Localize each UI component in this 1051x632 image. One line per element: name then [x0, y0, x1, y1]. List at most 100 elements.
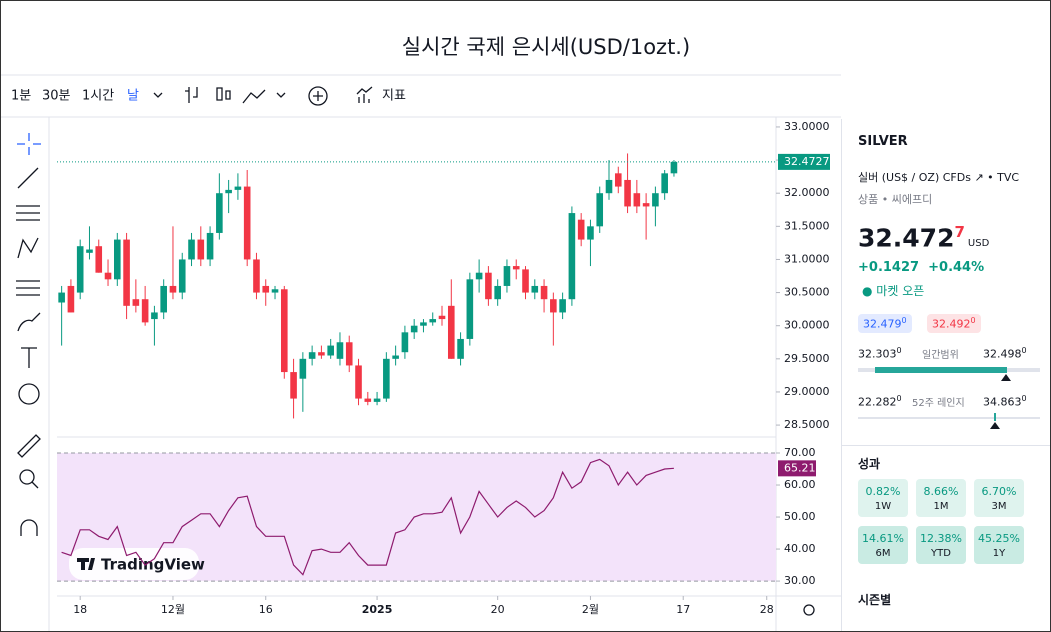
chart: 실시간 국제 은시세(USD/1ozt.) 1분 30분 1시간 날 지표 33.00… [1, 35, 841, 631]
candle-body [392, 355, 399, 359]
divider [842, 445, 1050, 446]
candle-body [225, 189, 232, 194]
performance-period: 1Y [992, 548, 1006, 559]
candle-body [614, 173, 622, 187]
performance-tile[interactable]: 14.61% 6M [858, 526, 908, 564]
ruler-tool[interactable] [17, 434, 41, 458]
candle-body [327, 345, 334, 356]
performance-tile[interactable]: 12.38% YTD [916, 526, 966, 564]
price-tail: 7 [954, 223, 965, 241]
performance-tile[interactable]: 8.66% 1M [916, 479, 966, 517]
x-tick-label: 28 [760, 603, 774, 616]
performance-period: YTD [931, 548, 951, 559]
settings-button[interactable] [803, 604, 815, 616]
candle-body [76, 246, 84, 293]
interval-button[interactable]: 30분 [42, 89, 71, 104]
performance-value: 14.61% [862, 532, 904, 545]
rsi-tag [778, 460, 816, 477]
indicators-button[interactable]: 지표 [382, 89, 406, 104]
x-tick-label: 20 [491, 603, 505, 616]
year-low: 22.2820 [858, 394, 902, 409]
last-price-label: 32.4727 [784, 155, 830, 168]
year-range-track [858, 417, 1040, 419]
day-range-label: 일간범위 [922, 350, 959, 361]
candle-body [318, 352, 325, 356]
candle-body [141, 299, 149, 323]
pattern-tool[interactable] [17, 237, 39, 259]
market-status: ● 마켓 오픈 [862, 284, 925, 298]
candle-body [160, 285, 167, 313]
candle-body [188, 239, 195, 260]
page-title: 실시간 국제 은시세(USD/1ozt.) [402, 35, 690, 59]
emoji-tool[interactable] [18, 383, 40, 405]
candle-body [308, 352, 316, 359]
performance-value: 12.38% [920, 532, 962, 545]
performance-tile[interactable]: 45.25% 1Y [974, 526, 1024, 564]
x-tick-label: 2025 [362, 603, 393, 616]
performance-value: 0.82% [865, 485, 901, 498]
change-pct: +0.44% [928, 260, 985, 275]
y-tick-label: 30.00 [784, 574, 816, 587]
day-range-marker [1001, 374, 1011, 381]
candle-body [633, 193, 641, 207]
candle-body [280, 289, 288, 373]
year-high: 34.8630 [983, 394, 1027, 409]
dropdown[interactable] [276, 92, 286, 98]
candle-body [624, 179, 631, 207]
ask-main: 32.492 [932, 317, 971, 331]
performance-value: 8.66% [923, 485, 959, 498]
day-range-fill [875, 367, 1007, 373]
add-button[interactable] [308, 86, 328, 106]
interval-button[interactable]: 1분 [11, 89, 31, 104]
candle-body [466, 279, 474, 339]
interval-button[interactable]: 날 [127, 89, 139, 104]
day-low: 32.3030 [858, 346, 902, 361]
year-range-label: 52주 레인지 [912, 398, 965, 409]
candle-body [58, 292, 65, 303]
crosshair-tool[interactable] [17, 133, 41, 155]
candle-body [531, 285, 539, 293]
day-low-main: 32.303 [858, 347, 897, 361]
candle-body [290, 372, 297, 399]
indicator-icon [356, 86, 373, 103]
prediction-tool[interactable] [16, 280, 40, 296]
magnet-tool[interactable] [20, 519, 38, 536]
x-tick-label: 16 [259, 603, 273, 616]
y-tick-label: 31.5000 [784, 219, 830, 232]
day-high-main: 32.498 [983, 347, 1022, 361]
price-main: 32.472 [858, 223, 955, 253]
candle-body [132, 299, 140, 306]
candle-body [197, 239, 205, 260]
performance-tile[interactable]: 0.82% 1W [858, 479, 908, 517]
change: +0.1427 +0.44% [858, 260, 984, 275]
candle-body [271, 289, 279, 293]
candle-body [123, 239, 130, 306]
performance-period: 3M [991, 501, 1007, 512]
fib-tool[interactable] [16, 205, 40, 221]
last-price-tag [778, 153, 830, 170]
description: 실버 (US$ / OZ) CFDs [858, 171, 971, 184]
candle-body [447, 305, 455, 359]
y-tick-label: 28.5000 [784, 418, 830, 431]
exchange: TVC [997, 171, 1020, 184]
performance-tile[interactable]: 6.70% 3M [974, 479, 1024, 517]
text-tool[interactable] [21, 347, 37, 368]
candle-body [67, 285, 75, 313]
year-range-fill [994, 413, 996, 421]
year-low-main: 22.282 [858, 395, 897, 409]
day-high: 32.4980 [983, 346, 1027, 361]
performance-title: 성과 [858, 457, 881, 471]
candle-body [577, 219, 585, 240]
performance-period: 1W [874, 501, 892, 512]
status: 마켓 오픈 [876, 284, 925, 298]
rsi-label: 65.21 [784, 461, 816, 474]
dropdown[interactable] [153, 92, 163, 98]
candle-body [438, 315, 446, 320]
brush-tool[interactable] [17, 312, 41, 332]
candle-body [596, 193, 604, 227]
line-tool[interactable] [17, 167, 39, 189]
candle-body [605, 179, 613, 194]
interval-button[interactable]: 1시간 [82, 89, 114, 104]
candle-body [568, 213, 576, 300]
zoom-tool[interactable] [19, 469, 35, 485]
